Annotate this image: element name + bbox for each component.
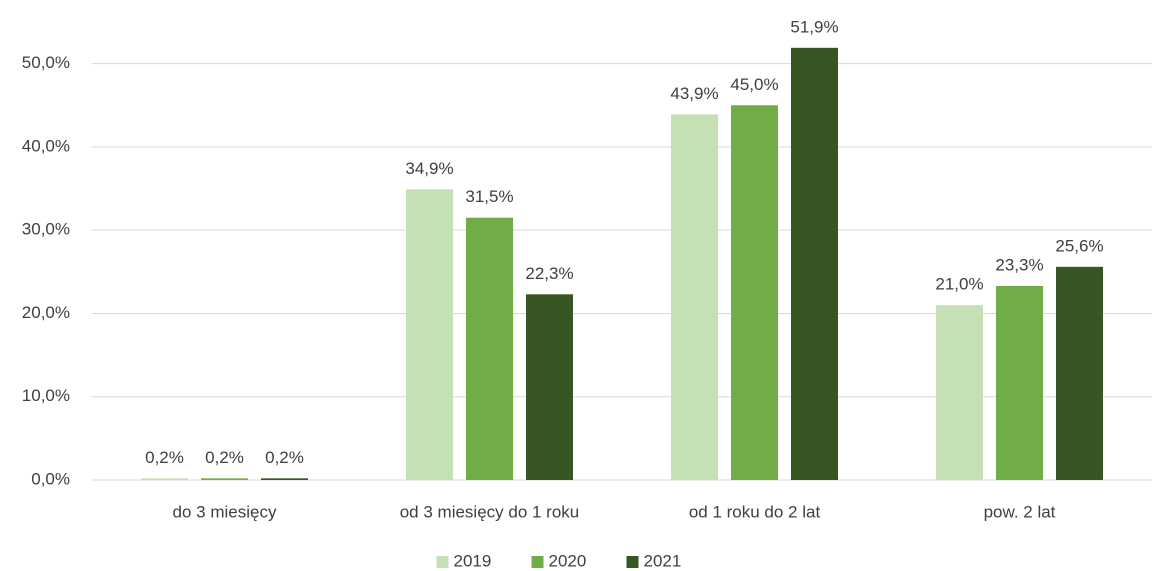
bar <box>141 478 188 480</box>
legend-swatch <box>436 556 449 568</box>
value-label: 22,3% <box>525 264 573 283</box>
value-label: 23,3% <box>995 255 1043 274</box>
bar <box>406 189 453 481</box>
bar <box>466 217 513 480</box>
value-label: 45,0% <box>730 75 778 94</box>
y-tick-label: 30,0% <box>22 220 70 239</box>
x-tick-label: pow. 2 lat <box>984 502 1056 521</box>
bar <box>526 294 573 480</box>
legend-swatch <box>531 556 544 568</box>
value-label: 34,9% <box>405 159 453 178</box>
value-label: 0,2% <box>145 448 184 467</box>
bar <box>731 105 778 480</box>
y-tick-label: 10,0% <box>22 386 70 405</box>
y-tick-label: 0,0% <box>31 469 70 488</box>
value-label: 21,0% <box>935 275 983 294</box>
bar <box>671 114 718 480</box>
legend-label: 2021 <box>644 551 682 570</box>
bar <box>201 478 248 480</box>
value-label: 25,6% <box>1055 236 1103 255</box>
y-tick-label: 50,0% <box>22 53 70 72</box>
bar <box>996 285 1043 480</box>
legend-label: 2019 <box>454 551 492 570</box>
bar <box>261 478 308 480</box>
value-label: 31,5% <box>465 187 513 206</box>
value-label: 51,9% <box>790 17 838 36</box>
value-label: 0,2% <box>265 448 304 467</box>
bar <box>1056 266 1103 480</box>
x-tick-label: od 1 roku do 2 lat <box>689 502 821 521</box>
y-tick-label: 40,0% <box>22 136 70 155</box>
x-tick-label: od 3 miesięcy do 1 roku <box>400 502 580 521</box>
value-label: 43,9% <box>670 84 718 103</box>
bar <box>936 305 983 480</box>
x-tick-label: do 3 miesięcy <box>173 502 277 521</box>
value-label: 0,2% <box>205 448 244 467</box>
legend-label: 2020 <box>549 551 587 570</box>
bar <box>791 47 838 480</box>
legend-swatch <box>626 556 639 568</box>
y-tick-label: 20,0% <box>22 303 70 322</box>
